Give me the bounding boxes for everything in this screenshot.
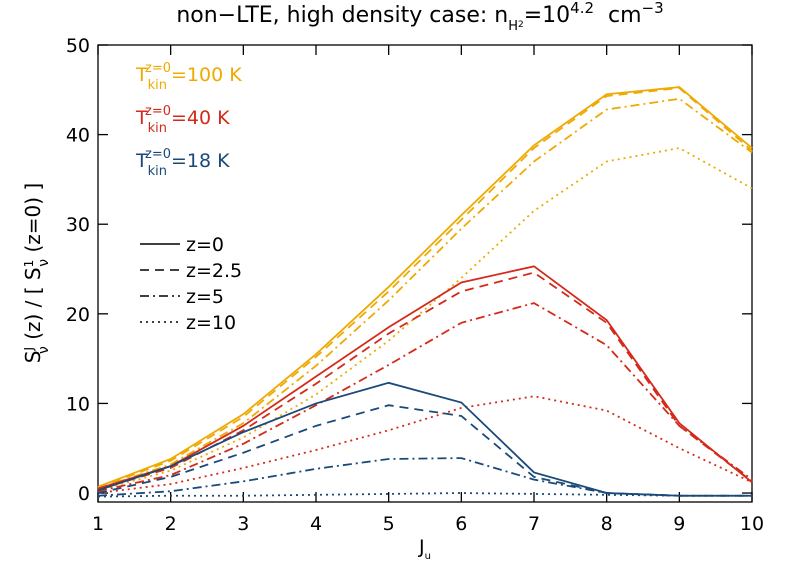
legend-part: T (135, 64, 148, 86)
data-line (97, 97, 753, 490)
x-tick-label: 10 (740, 513, 764, 535)
x-tick-label: 2 (165, 513, 177, 535)
x-tick-label: 4 (310, 513, 322, 535)
legend-label: z=10 (186, 312, 236, 334)
ylabel-part: (z=0) ] (21, 183, 45, 259)
y-tick-label: 0 (78, 483, 90, 505)
x-tick-label: 9 (673, 513, 685, 535)
data-line (97, 457, 752, 497)
data-line (97, 86, 753, 488)
legend-part: =18 K (171, 150, 230, 172)
legend-label: z=5 (186, 286, 224, 308)
title-part: −3 (642, 0, 664, 17)
title-part: 2 (518, 20, 524, 30)
legend-label: z=2.5 (186, 260, 242, 282)
data-line (97, 381, 752, 497)
legend-part: z=0 (145, 147, 171, 162)
legend-part: z=0 (145, 61, 171, 76)
y-tick-label: 30 (66, 214, 90, 236)
y-tick-label: 10 (66, 393, 90, 415)
legend-part: kin (148, 121, 167, 136)
ylabel-part: ν (36, 259, 52, 267)
x-tick-label: 6 (455, 513, 467, 535)
x-axis-label: Ju (418, 536, 431, 562)
ylabel-part: 1 (22, 260, 36, 268)
temperature-legend: Tkin z=0=40 K (135, 104, 230, 136)
data-line (97, 492, 752, 498)
x-tick-label: 3 (237, 513, 249, 535)
legend-part: T (135, 150, 148, 172)
ylabel-part: ν (36, 346, 52, 354)
data-line (97, 147, 753, 492)
xlabel-part: u (425, 551, 431, 562)
chart-title: non−LTE, high density case: nH2=104.2 cm… (176, 0, 663, 34)
data-line (97, 87, 753, 489)
ylabel-part: J (22, 347, 36, 352)
title-part: 4.2 (570, 0, 594, 17)
temperature-legend: Tkin z=0=18 K (135, 147, 230, 179)
data-line (97, 265, 753, 490)
legend-part: T (135, 107, 148, 129)
data-line (97, 302, 753, 493)
legend-part: =40 K (171, 107, 230, 129)
title-part: cm (594, 3, 642, 28)
x-tick-label: 7 (528, 513, 540, 535)
legend-part: =100 K (171, 64, 242, 86)
ylabel-part: (z) / [ S (21, 267, 45, 346)
x-tick-label: 5 (383, 513, 395, 535)
y-tick-label: 50 (66, 35, 90, 57)
title-part: non−LTE, high density case: n (176, 3, 508, 28)
y-axis-label: SJν (z) / [ S1ν (z=0) ] (21, 183, 52, 363)
x-tick-label: 8 (601, 513, 613, 535)
data-line (97, 404, 752, 497)
legend-part: kin (148, 78, 167, 93)
legend-part: kin (148, 164, 167, 179)
temperature-legend: Tkin z=0=100 K (135, 61, 242, 93)
legend-part: z=0 (145, 104, 171, 119)
ylabel-part: S (21, 351, 45, 364)
y-tick-label: 20 (66, 304, 90, 326)
plot-frame (97, 44, 753, 503)
y-tick-label: 40 (66, 125, 90, 147)
xlabel-part: J (418, 536, 425, 558)
title-part: H (508, 19, 518, 34)
legend-label: z=0 (186, 234, 224, 256)
x-tick-label: 1 (92, 513, 104, 535)
title-part: =10 (524, 3, 570, 28)
